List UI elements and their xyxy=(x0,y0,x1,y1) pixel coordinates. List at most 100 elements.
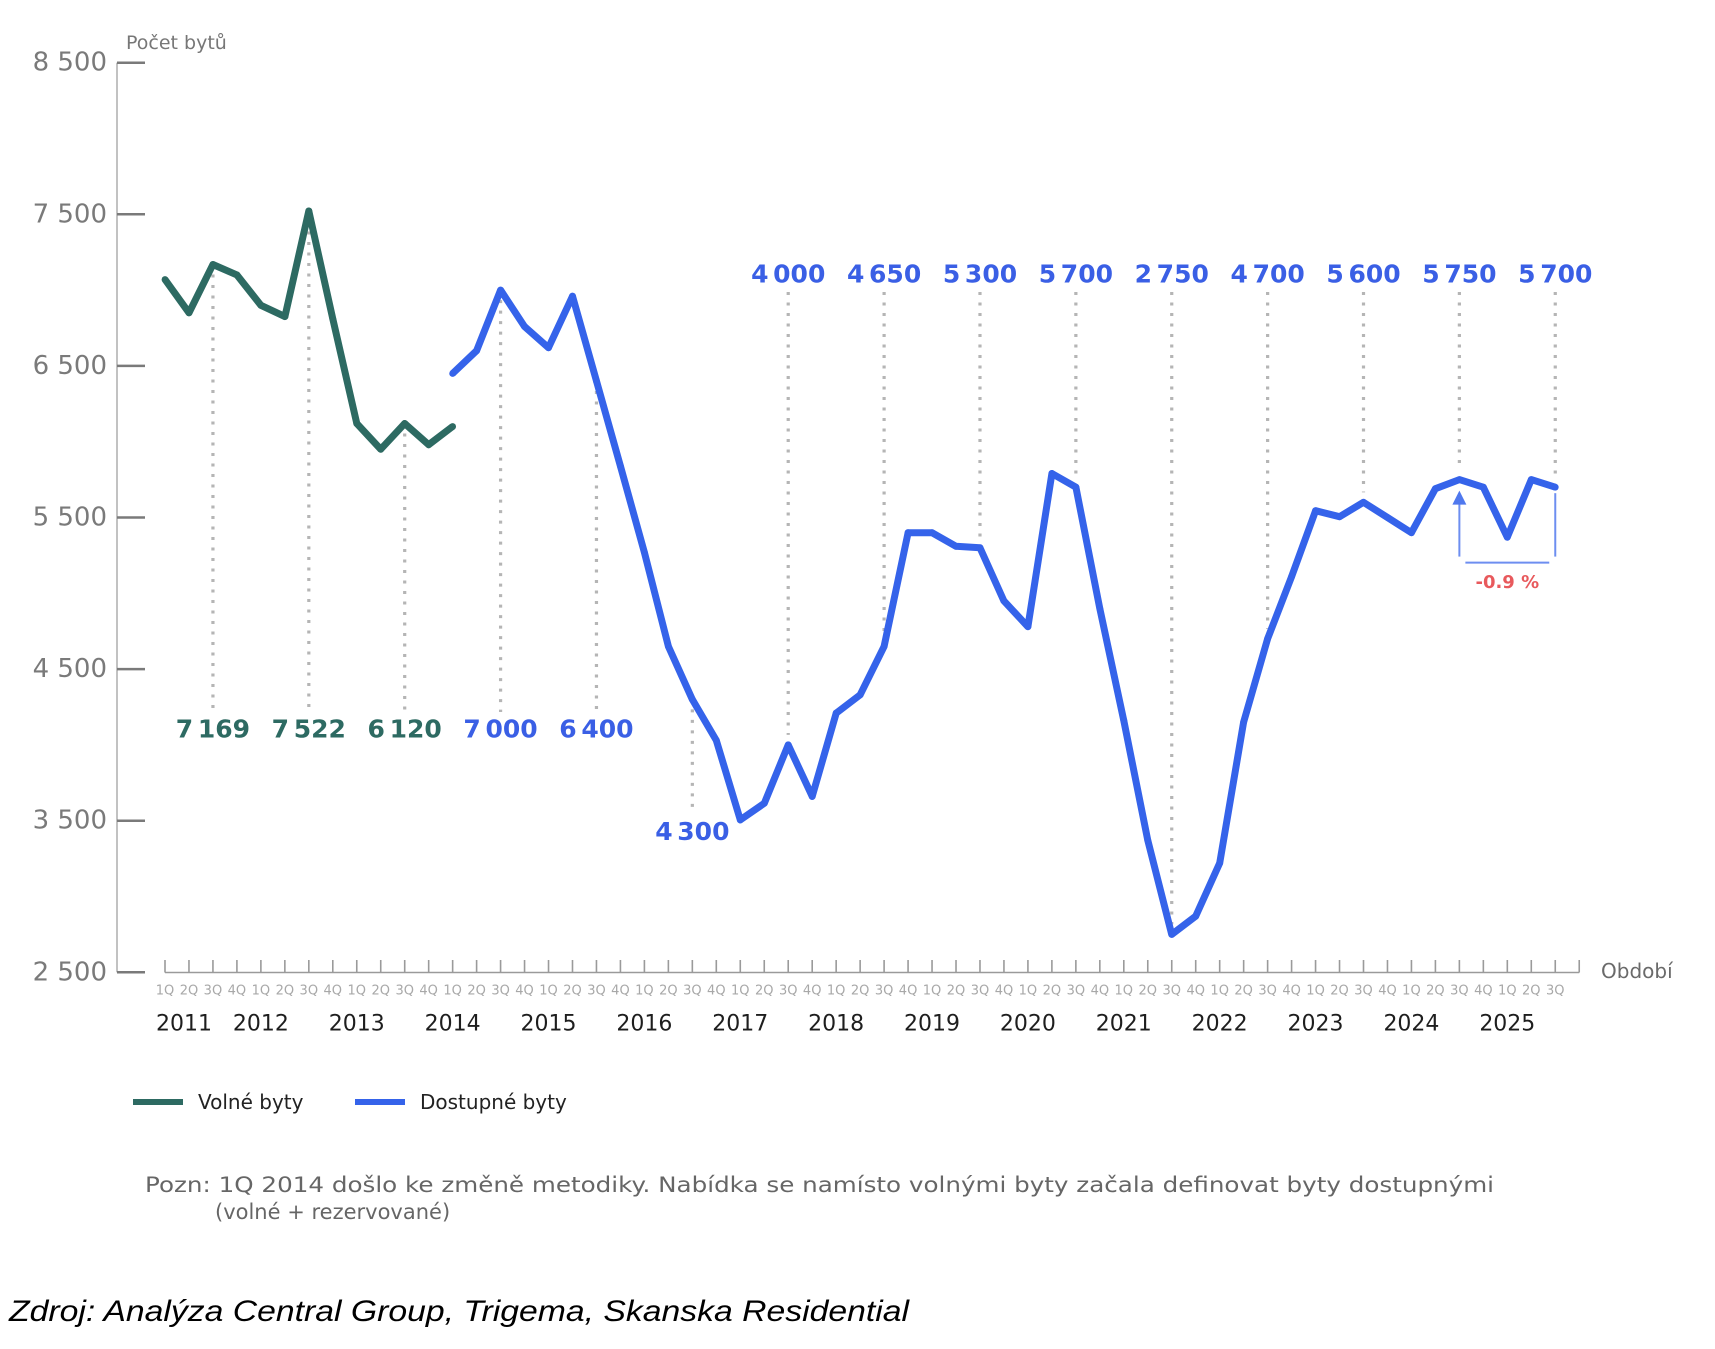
x-quarter-label: 3Q xyxy=(1546,984,1565,999)
x-axis: Období 1Q 2Q 3Q 4Q 1Q 2Q 3Q 4Q 1Q 2Q 3Q 4Q 1Q 2Q 3Q 4Q 1… xyxy=(156,959,1674,1037)
x-quarter-label: 3Q xyxy=(1258,984,1277,999)
data-point-dostupne-byty xyxy=(545,344,552,352)
data-point-volne-byty xyxy=(233,271,241,279)
data-point-dostupne-byty xyxy=(856,691,864,699)
data-label: 5 700 xyxy=(1518,260,1592,289)
x-quarter-label: 2Q xyxy=(180,984,199,999)
x-quarter-label: 1Q xyxy=(252,984,271,999)
data-point-volne-byty xyxy=(353,420,361,427)
data-label: 7 522 xyxy=(272,715,346,744)
x-quarter-label: 2Q xyxy=(1139,984,1158,999)
x-year-label: 2024 xyxy=(1383,1012,1439,1037)
x-quarter-label: 3Q xyxy=(971,984,990,999)
legend-item-volne-byty: Volné byty xyxy=(133,1090,304,1114)
x-quarter-label: 1Q xyxy=(731,984,750,999)
data-label: 6 400 xyxy=(559,715,633,744)
data-point-dostupne-byty xyxy=(952,542,960,550)
source-caption: Zdroj: Analýza Central Group, Trigema, S… xyxy=(8,1295,911,1328)
change-label: -0.9 % xyxy=(1475,572,1539,593)
x-quarter-label: 4Q xyxy=(899,984,918,999)
x-year-label: 2025 xyxy=(1479,1012,1535,1037)
chart-note: Pozn: 1Q 2014 došlo ke změně metodiky. N… xyxy=(145,1173,1494,1224)
data-point-dostupne-byty xyxy=(1168,931,1176,938)
series-line-dostupne-byty xyxy=(450,286,1557,938)
data-point-dostupne-byty xyxy=(1527,476,1535,483)
data-point-dostupne-byty xyxy=(1408,529,1415,537)
x-quarter-label: 4Q xyxy=(1091,984,1110,999)
x-quarter-label: 2Q xyxy=(947,984,966,999)
data-point-volne-byty xyxy=(305,207,313,215)
x-quarter-label: 3Q xyxy=(779,984,798,999)
legend: Volné byty Dostupné byty xyxy=(133,1090,567,1114)
x-quarter-label: 3Q xyxy=(395,984,414,999)
data-point-dostupne-byty xyxy=(1312,507,1319,515)
x-quarter-label: 4Q xyxy=(995,984,1014,999)
data-point-dostupne-byty xyxy=(1096,605,1104,612)
x-quarter-label: 1Q xyxy=(1019,984,1038,999)
data-point-dostupne-byty xyxy=(928,529,936,537)
data-point-dostupne-byty xyxy=(832,709,840,717)
data-point-dostupne-byty xyxy=(712,736,720,744)
data-point-dostupne-byty xyxy=(521,323,528,330)
x-quarter-label: 4Q xyxy=(1378,984,1397,999)
x-quarter-label: 3Q xyxy=(300,984,319,999)
x-quarter-label: 2Q xyxy=(371,984,390,999)
data-label: 4 700 xyxy=(1230,260,1304,289)
legend-swatch-volne-byty xyxy=(133,1099,183,1105)
x-quarter-label: 3Q xyxy=(1067,984,1086,999)
y-tick-label: 7 500 xyxy=(33,199,107,229)
x-quarter-label: 1Q xyxy=(1210,984,1229,999)
data-point-dostupne-byty xyxy=(1264,635,1272,643)
data-point-dostupne-byty xyxy=(1288,573,1295,581)
data-point-dostupne-byty xyxy=(1048,470,1056,477)
series-line-volne-byty xyxy=(162,207,455,453)
data-point-dostupne-byty xyxy=(760,799,768,807)
data-point-dostupne-byty xyxy=(641,548,648,556)
x-quarter-label: 1Q xyxy=(1115,984,1134,999)
data-point-dostupne-byty xyxy=(784,741,792,749)
data-label: 4 000 xyxy=(751,260,825,289)
data-point-volne-byty xyxy=(257,301,265,309)
x-quarter-label: 3Q xyxy=(1162,984,1181,999)
x-quarter-label: 2Q xyxy=(659,984,678,999)
x-quarter-label: 2Q xyxy=(1522,984,1541,999)
data-point-dostupne-byty xyxy=(473,347,481,355)
x-quarter-label: 3Q xyxy=(1354,984,1373,999)
data-label: 5 750 xyxy=(1422,260,1496,289)
x-quarter-label: 3Q xyxy=(587,984,606,999)
data-label: 5 600 xyxy=(1326,260,1400,289)
data-point-dostupne-byty xyxy=(808,793,816,800)
data-label: 7 000 xyxy=(463,715,537,744)
x-quarter-label: 4Q xyxy=(803,984,822,999)
data-point-dostupne-byty xyxy=(1384,514,1391,521)
data-point-volne-byty xyxy=(329,315,337,323)
y-tick-label: 2 500 xyxy=(33,957,107,987)
data-point-dostupne-byty xyxy=(904,529,912,537)
data-point-dostupne-byty xyxy=(617,462,624,470)
x-quarter-label: 2Q xyxy=(1234,984,1253,999)
x-quarter-label: 2Q xyxy=(1426,984,1445,999)
x-year-label: 2019 xyxy=(904,1012,960,1037)
legend-item-dostupne-byty: Dostupné byty xyxy=(355,1090,567,1114)
data-label: 7 169 xyxy=(176,715,250,744)
data-point-dostupne-byty xyxy=(976,544,984,552)
data-point-dostupne-byty xyxy=(1072,483,1080,491)
data-point-volne-byty xyxy=(377,445,385,453)
x-quarter-label: 3Q xyxy=(683,984,702,999)
x-year-label: 2013 xyxy=(329,1012,385,1037)
series-lines xyxy=(161,207,1559,938)
x-quarter-label: 1Q xyxy=(443,984,462,999)
x-quarter-label: 4Q xyxy=(611,984,630,999)
data-point-dostupne-byty xyxy=(664,642,672,650)
data-point-dostupne-byty xyxy=(569,292,576,300)
data-point-volne-byty xyxy=(425,441,433,449)
data-point-volne-byty xyxy=(161,276,169,283)
x-quarter-label: 4Q xyxy=(419,984,438,999)
x-quarter-label: 3Q xyxy=(1450,984,1469,999)
data-point-dostupne-byty xyxy=(688,696,696,703)
y-axis: Počet bytů 2 500 3 500 4 500 5 500 6 500 7 50… xyxy=(33,32,227,987)
x-quarter-label: 2Q xyxy=(563,984,582,999)
x-quarter-label: 1Q xyxy=(923,984,942,999)
x-quarter-label: 4Q xyxy=(1282,984,1301,999)
